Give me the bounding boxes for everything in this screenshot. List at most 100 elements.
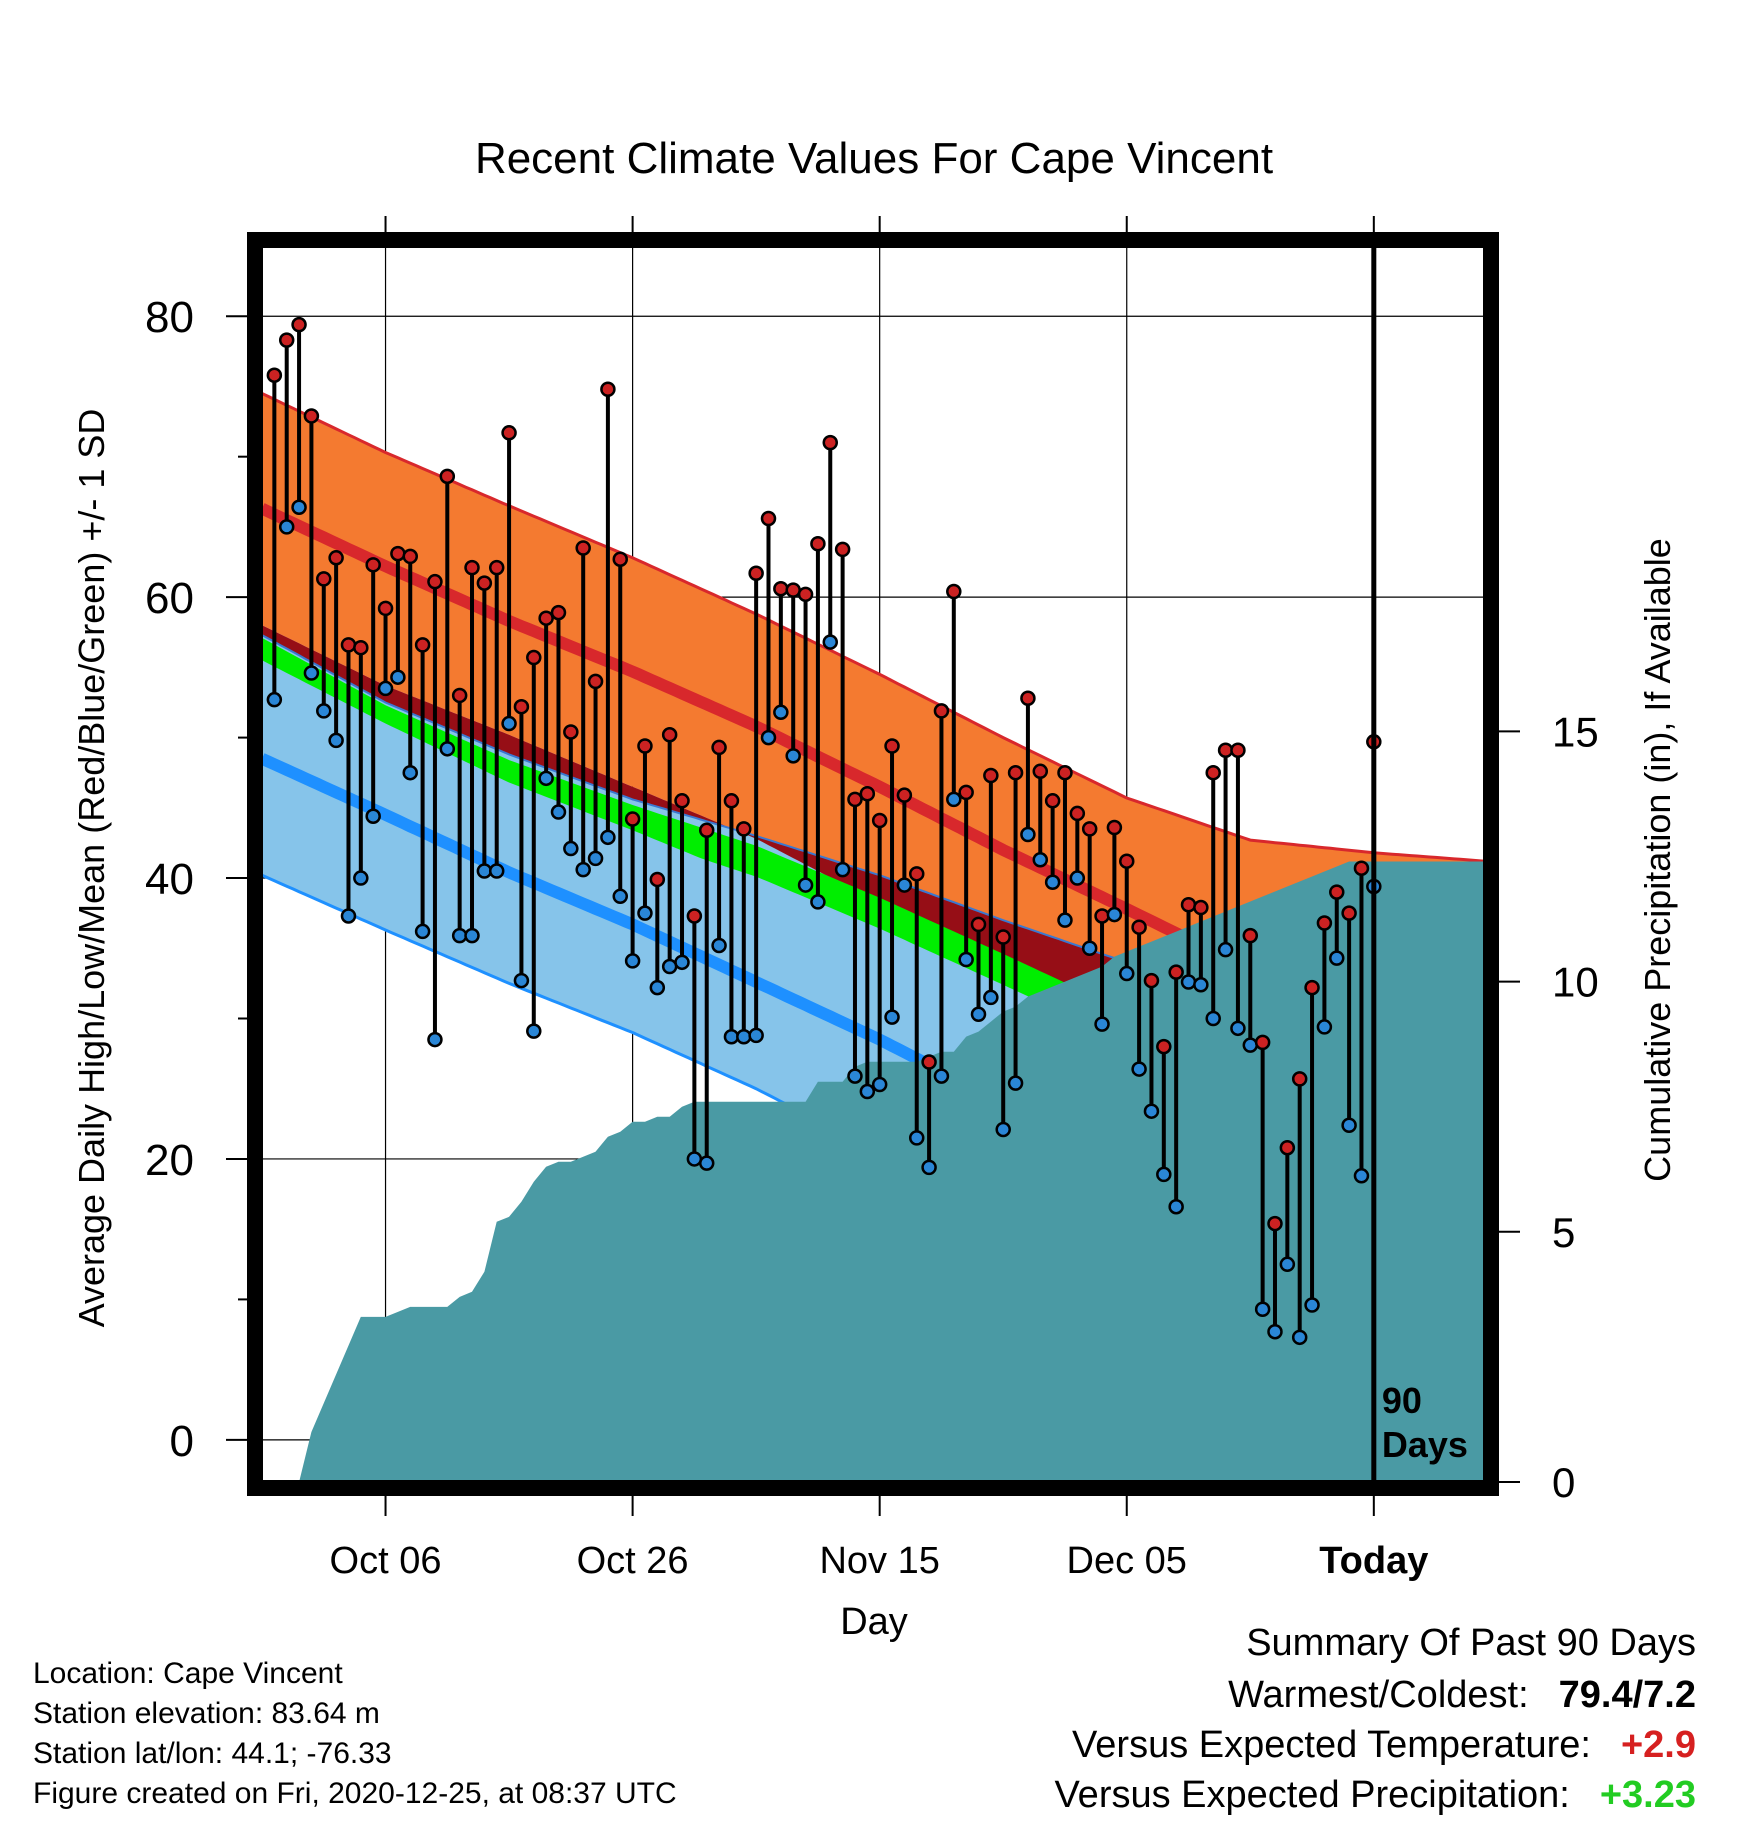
high-point <box>822 434 839 451</box>
high-point <box>723 793 740 809</box>
observation-day <box>612 551 629 905</box>
high-point <box>1020 690 1036 707</box>
low-point <box>340 908 357 924</box>
low-point <box>1193 977 1209 993</box>
high-point <box>612 551 629 567</box>
y-right-tick-label: 10 <box>1552 959 1599 1006</box>
y-left-tick-label: 20 <box>145 1136 194 1185</box>
observation-day <box>266 367 283 708</box>
low-point <box>797 877 814 893</box>
high-point <box>340 637 357 653</box>
high-point <box>1143 972 1160 989</box>
high-point <box>303 408 320 424</box>
observation-day <box>1081 821 1098 957</box>
high-point <box>1254 1034 1271 1051</box>
high-point <box>661 727 678 743</box>
low-point <box>649 979 666 996</box>
observation-day <box>748 565 764 1044</box>
low-point <box>587 850 604 867</box>
high-point <box>328 550 344 566</box>
high-point <box>1205 764 1221 781</box>
low-point <box>736 1029 752 1045</box>
high-point <box>946 583 962 600</box>
summary-value: +3.23 <box>1599 1774 1696 1816</box>
low-point <box>847 1068 863 1084</box>
y-right-tick-label: 0 <box>1552 1459 1575 1506</box>
observation-day <box>871 812 888 1093</box>
observation-day <box>1304 979 1320 1313</box>
low-point <box>1094 1016 1110 1032</box>
low-point <box>958 951 974 968</box>
x-axis-title: Day <box>840 1601 908 1643</box>
observation-day <box>278 332 295 535</box>
low-point <box>1156 1166 1172 1183</box>
observation-day <box>476 575 493 879</box>
station-elevation: Station elevation: 83.64 m <box>33 1697 380 1730</box>
low-point <box>810 894 826 910</box>
low-point <box>1081 940 1098 957</box>
y-left-tick-label: 0 <box>170 1417 194 1466</box>
high-point <box>711 739 727 756</box>
observation-day <box>1131 919 1147 1077</box>
high-point <box>785 582 801 598</box>
observation-day <box>303 408 320 681</box>
high-point <box>1069 805 1086 822</box>
observation-day <box>760 510 777 746</box>
observation-day <box>365 557 381 824</box>
high-point <box>871 812 888 829</box>
low-point <box>1020 826 1036 843</box>
low-point <box>1168 1198 1184 1215</box>
observation-day <box>402 548 418 781</box>
high-point <box>464 559 480 576</box>
high-point <box>1081 821 1098 837</box>
low-point <box>1007 1075 1024 1091</box>
y-right-tick-label: 5 <box>1552 1209 1575 1256</box>
high-point <box>377 600 394 617</box>
low-point <box>365 808 381 824</box>
high-point <box>1156 1038 1172 1055</box>
high-point <box>1353 860 1370 876</box>
low-point <box>1242 1037 1259 1053</box>
y-left-tick-label: 40 <box>145 855 194 904</box>
low-point <box>1341 1117 1357 1133</box>
high-point <box>414 637 431 653</box>
observation-day <box>600 381 616 846</box>
y-left-tick-label: 60 <box>145 574 194 623</box>
low-point <box>377 680 394 697</box>
observation-day <box>1279 1139 1296 1273</box>
high-plus-sd-line <box>261 392 1486 863</box>
x-tick-label: Oct 26 <box>577 1540 689 1582</box>
high-point <box>563 724 579 740</box>
low-point <box>1106 906 1123 923</box>
high-point <box>488 559 505 576</box>
low-point <box>316 703 332 719</box>
observation-day <box>1168 964 1184 1215</box>
observation-day <box>797 586 814 893</box>
high-point <box>1106 819 1123 836</box>
low-point <box>427 1031 443 1048</box>
high-point <box>748 565 764 582</box>
high-point <box>1032 763 1049 780</box>
high-point <box>390 545 406 562</box>
low-point <box>1118 965 1135 982</box>
high-point <box>1193 899 1209 916</box>
high-point <box>365 557 381 573</box>
low-point <box>822 634 839 650</box>
observation-day <box>736 821 752 1045</box>
low-point <box>402 764 418 781</box>
observation-day <box>674 793 690 971</box>
observation-day <box>637 738 653 921</box>
low-point <box>488 863 505 879</box>
summary-label: Warmest/Coldest: <box>1228 1674 1529 1716</box>
high-point <box>1094 908 1110 924</box>
high-point <box>600 381 616 398</box>
observation-day <box>1205 764 1221 1027</box>
plot-frame <box>247 232 1499 1496</box>
observation-day <box>1217 742 1234 958</box>
high-point <box>649 871 666 888</box>
high-point <box>1242 927 1259 944</box>
observation-day <box>1106 819 1123 923</box>
observation-day <box>970 916 987 1023</box>
high-point <box>1230 742 1246 758</box>
observation-day <box>328 550 344 749</box>
